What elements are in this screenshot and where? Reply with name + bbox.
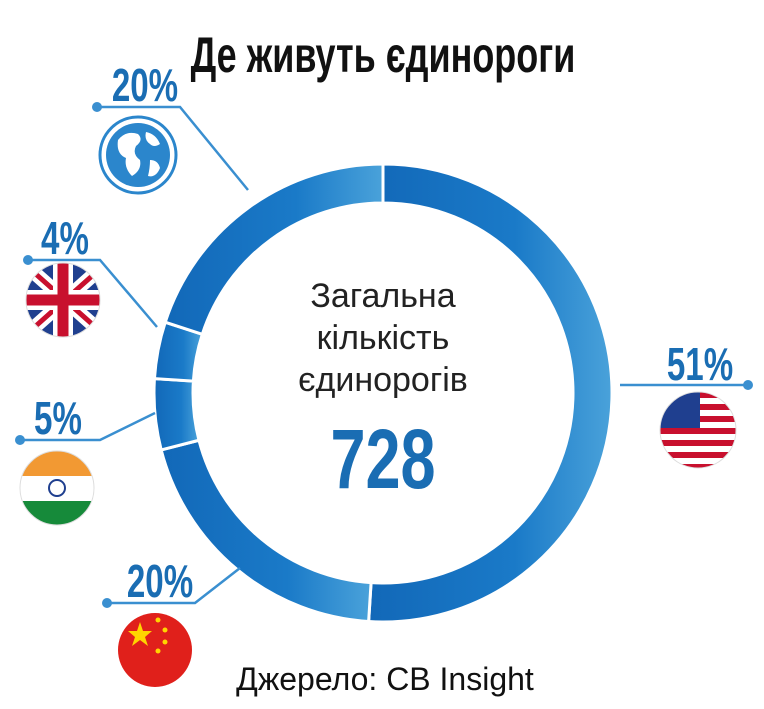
donut <box>152 162 614 624</box>
flag-usa <box>659 391 737 469</box>
source: Джерело: CB Insight <box>236 661 534 697</box>
flag-china <box>118 613 192 687</box>
center-label: єдинорогів <box>298 361 468 399</box>
donut-segment <box>367 162 614 624</box>
value-label: 51% <box>667 340 733 390</box>
chart-title: Де живуть єдинороги <box>191 28 576 83</box>
flag-world <box>98 115 178 195</box>
total: 728 <box>330 412 435 506</box>
center-label: Загальна <box>310 277 455 315</box>
donut-segment <box>152 377 201 452</box>
value-label: 20% <box>127 557 193 607</box>
flag-india <box>19 450 95 526</box>
flag-uk <box>25 262 101 338</box>
value-label: 5% <box>34 394 82 444</box>
leaders <box>15 102 753 608</box>
value-label: 4% <box>41 214 89 264</box>
center-label: кількість <box>317 319 450 357</box>
value-label: 20% <box>112 61 178 111</box>
donut-segment <box>163 162 385 337</box>
